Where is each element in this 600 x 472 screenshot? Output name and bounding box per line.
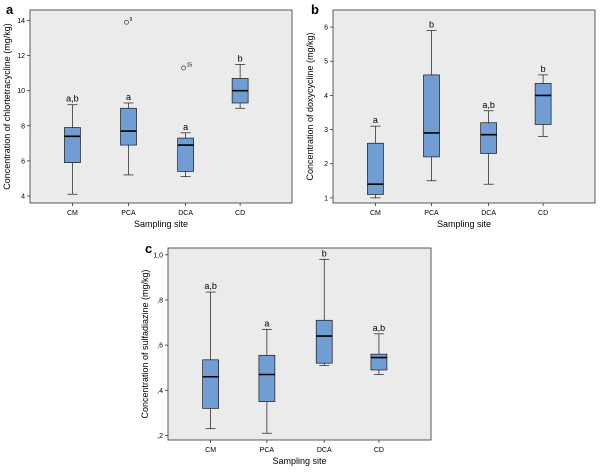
iqr-box — [423, 74, 440, 158]
y-tick-label: 12 — [17, 53, 25, 60]
significance-label: a,b — [66, 94, 79, 104]
box-PCA: b — [423, 19, 440, 182]
outlier-point — [181, 65, 186, 71]
box-DCA: a,b — [480, 100, 497, 185]
y-tick-label: 8 — [21, 123, 25, 130]
x-axis-title: Sampling site — [437, 219, 491, 229]
box-CM: a — [367, 115, 384, 199]
box-DCA: a — [177, 122, 194, 178]
y-tick-label: 10 — [17, 88, 25, 95]
significance-label: b — [429, 19, 434, 29]
y-tick-label: 3 — [324, 127, 328, 134]
y-tick-label: 1 — [324, 195, 328, 202]
x-axis-title: Sampling site — [134, 219, 188, 229]
y-tick-label: 6 — [21, 158, 25, 165]
iqr-box — [120, 107, 137, 146]
panel-letter: b — [311, 2, 319, 17]
box-CD: b — [231, 53, 249, 109]
y-axis-title: Concentration of doxycycline (mg/kg) — [305, 32, 315, 180]
significance-label: b — [322, 248, 327, 258]
x-tick-label: CD — [538, 210, 548, 217]
outlier-label: 9 — [130, 17, 133, 23]
significance-label: b — [238, 53, 243, 63]
y-tick-label: 2 — [324, 161, 328, 168]
y-tick-label: ,4 — [157, 388, 163, 395]
y-tick-label: 5 — [324, 59, 328, 66]
iqr-box — [367, 142, 384, 195]
significance-label: a — [264, 318, 269, 328]
chart-panel-c: c ,2 ,4 ,6 ,8 1,0 CM PCA DCA CD Sampling site Conce… — [140, 241, 432, 466]
x-axis-title: Sampling site — [272, 456, 326, 466]
y-tick-label: 1,0 — [153, 252, 163, 259]
y-tick-label: 6 — [324, 25, 328, 32]
significance-label: a — [183, 122, 188, 132]
x-tick-label: PCA — [121, 210, 136, 217]
box-CM: a,b — [202, 281, 219, 430]
y-tick-label: 4 — [324, 93, 328, 100]
y-tick-label: ,8 — [157, 297, 163, 304]
iqr-box — [315, 319, 333, 364]
iqr-box — [534, 83, 552, 125]
iqr-box — [64, 127, 81, 163]
iqr-box — [480, 122, 497, 154]
outlier-point — [124, 19, 129, 25]
y-tick-label: ,6 — [157, 343, 163, 350]
significance-label: b — [541, 64, 546, 74]
iqr-box — [370, 353, 388, 371]
significance-label: a,b — [373, 323, 386, 333]
y-tick-label: 4 — [21, 193, 25, 200]
box-PCA: a — [258, 318, 276, 434]
box-PCA: a — [120, 92, 137, 176]
iqr-box — [202, 359, 219, 409]
x-tick-label: DCA — [317, 447, 332, 454]
significance-label: a — [373, 115, 378, 125]
panel-letter: c — [145, 241, 152, 256]
x-tick-label: PCA — [260, 447, 275, 454]
significance-label: a,b — [204, 281, 217, 291]
significance-label: a,b — [482, 100, 495, 110]
y-axis-title: Concentration of chlortetracycline (mg/k… — [2, 23, 12, 190]
chart-panel-b: b 1 2 3 4 5 6 CM PCA DCA CD Sampling site Concentrat… — [305, 2, 596, 229]
outlier-label: 15 — [187, 62, 193, 68]
y-tick-label: ,2 — [157, 433, 163, 440]
box-DCA: b — [315, 248, 333, 366]
panel-letter: a — [6, 2, 14, 17]
x-tick-label: CM — [370, 210, 381, 217]
iqr-box — [258, 354, 276, 402]
box-CD: a,b — [370, 323, 388, 375]
x-tick-label: CM — [67, 210, 78, 217]
x-tick-label: CD — [235, 210, 245, 217]
x-tick-label: DCA — [481, 210, 496, 217]
chart-panel-a: a 4 6 8 10 12 14 CM PCA DCA CD Sampling site Concent… — [2, 2, 293, 229]
x-tick-label: PCA — [424, 210, 439, 217]
y-tick-label: 14 — [17, 18, 25, 25]
x-tick-label: CM — [205, 447, 216, 454]
plot-area — [167, 247, 432, 441]
iqr-box — [177, 137, 194, 172]
box-CD: b — [534, 64, 552, 137]
y-axis-title: Concentration of sulfadiazine (mg/kg) — [140, 269, 150, 418]
x-tick-label: CD — [374, 447, 384, 454]
x-tick-label: DCA — [178, 210, 193, 217]
significance-label: a — [126, 92, 131, 102]
plot-area — [29, 9, 293, 204]
box-CM: a,b — [64, 94, 81, 195]
